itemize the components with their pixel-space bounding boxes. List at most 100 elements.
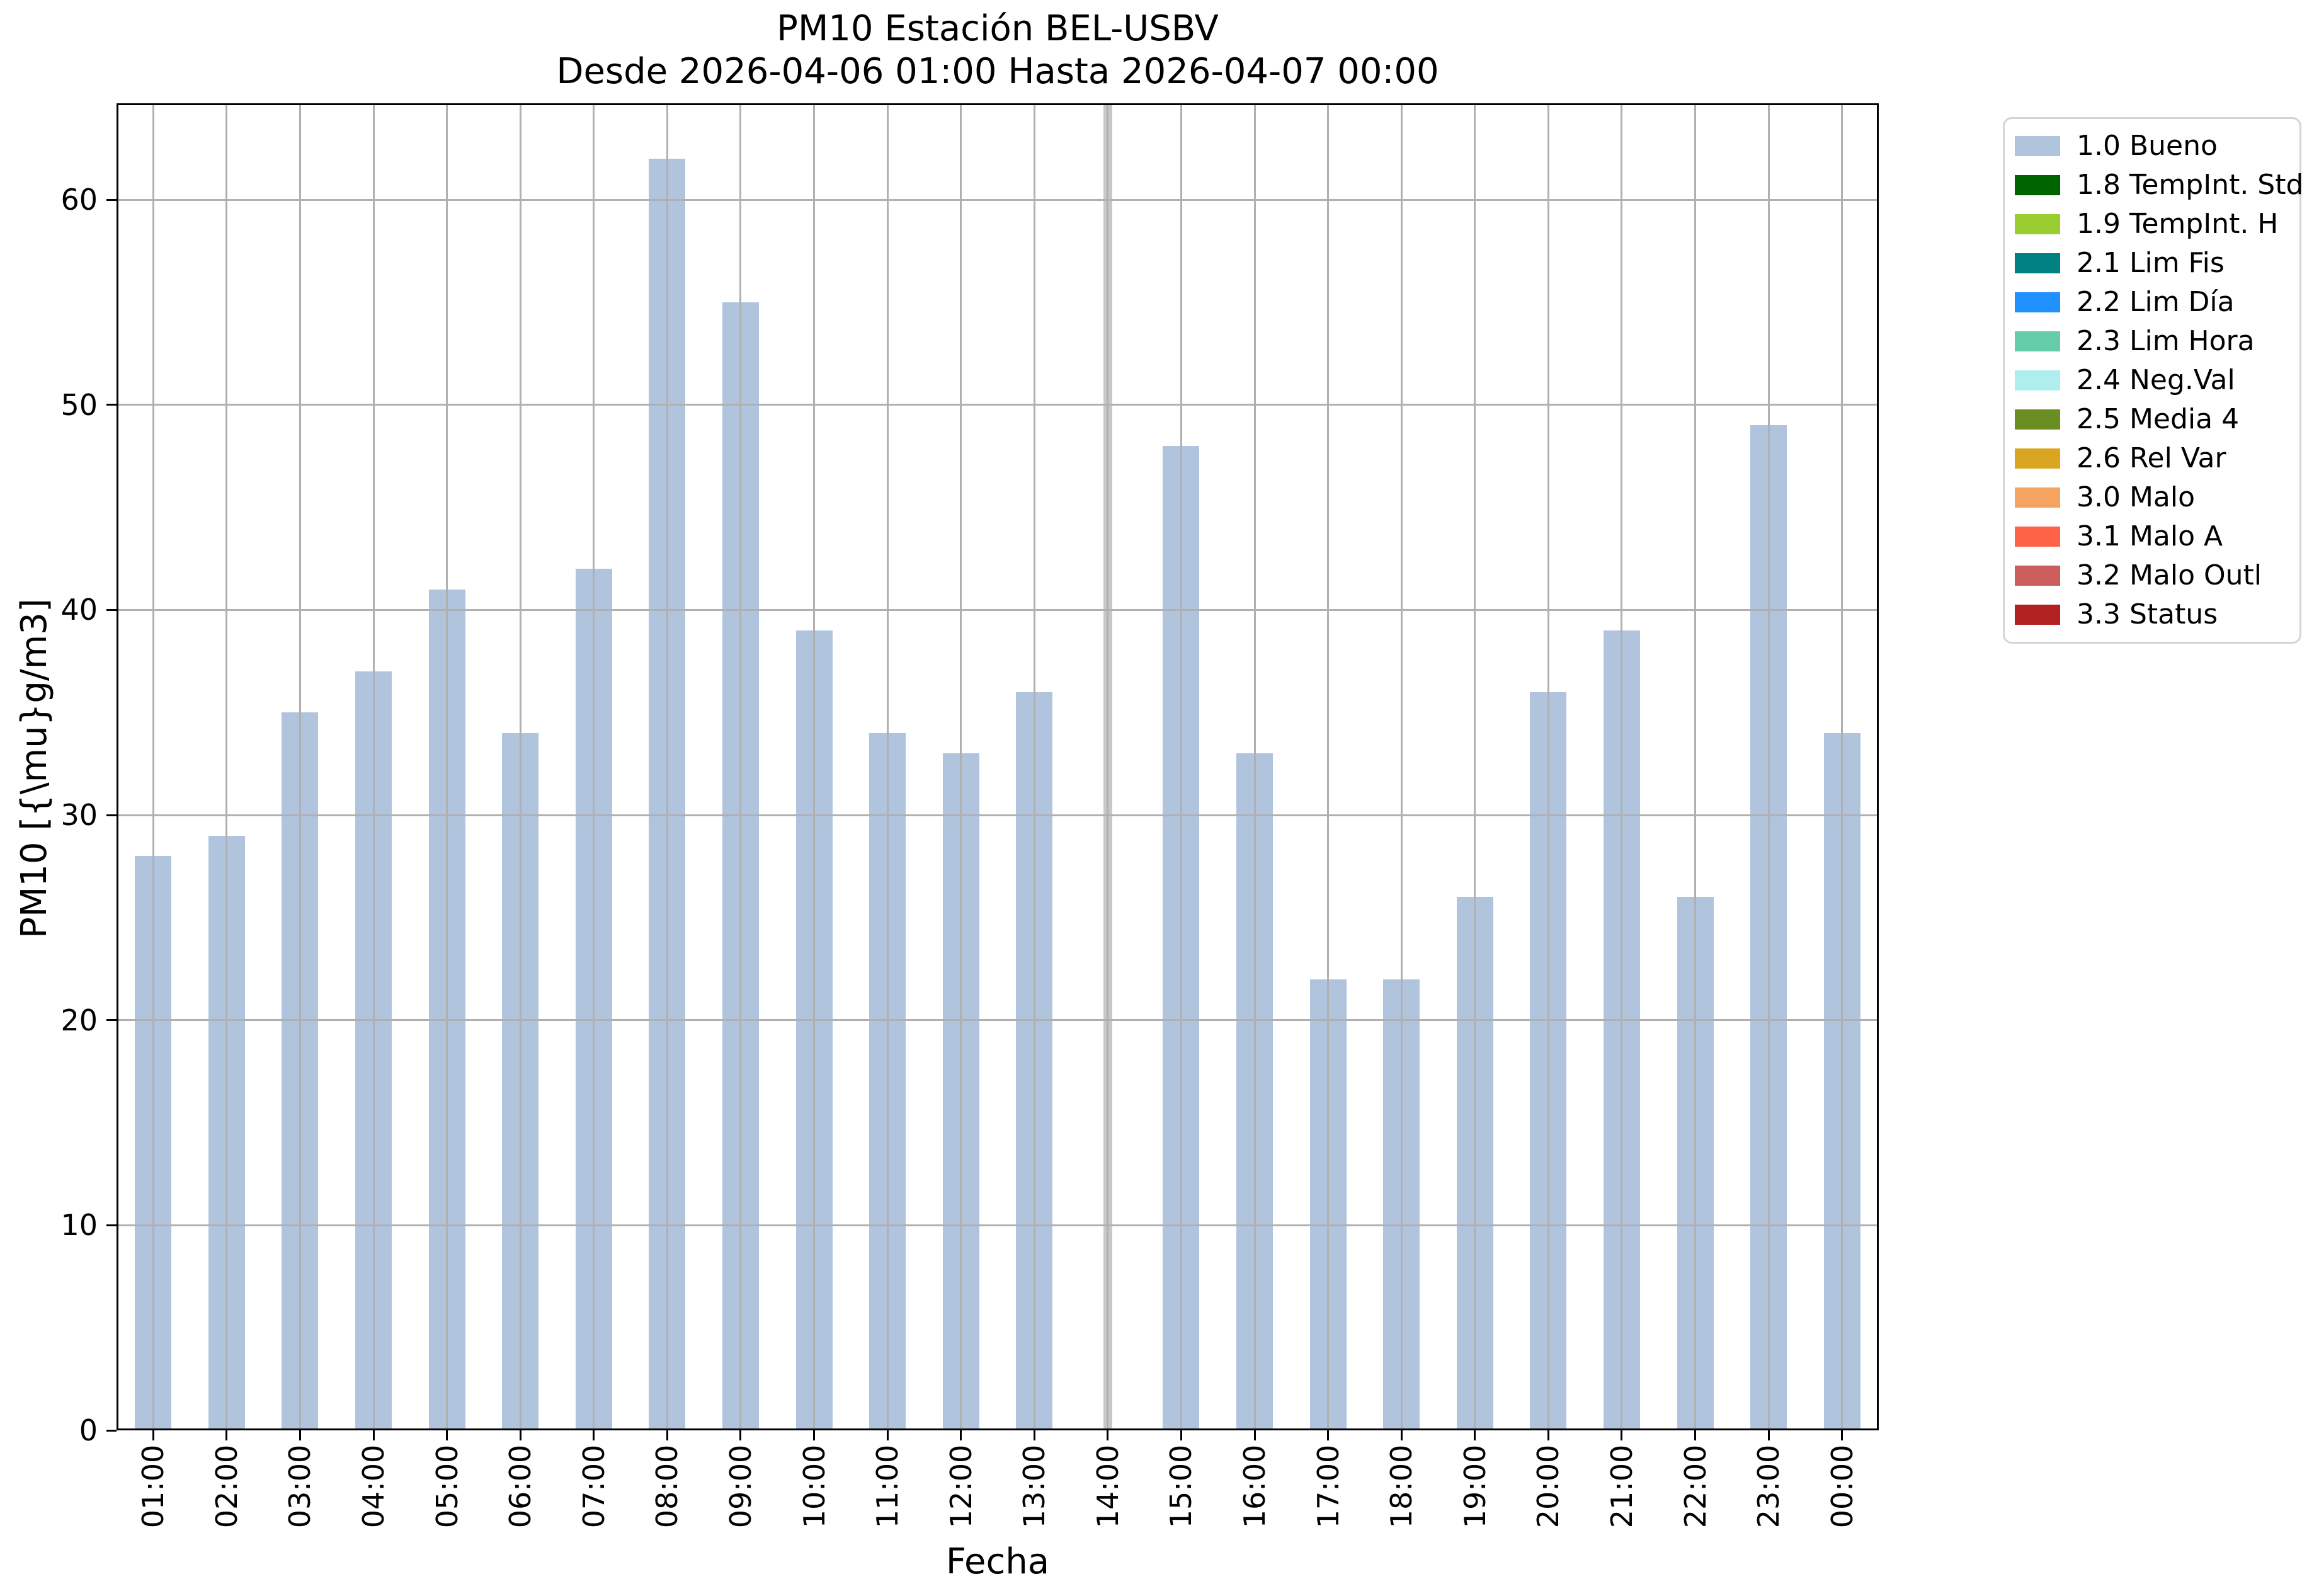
x-gridline xyxy=(1400,103,1403,1430)
x-tick-mark xyxy=(1180,1430,1182,1440)
x-tick-label: 13:00 xyxy=(1017,1444,1052,1529)
legend-swatch xyxy=(2015,527,2060,547)
x-tick-mark xyxy=(666,1430,668,1440)
y-tick-mark xyxy=(106,1429,117,1432)
x-tick-mark xyxy=(1327,1430,1330,1440)
x-tick-mark xyxy=(1033,1430,1035,1440)
x-tick-label: 11:00 xyxy=(870,1444,905,1529)
legend-swatch xyxy=(2015,331,2060,351)
x-tick-label: 15:00 xyxy=(1164,1444,1199,1529)
x-tick-mark xyxy=(1474,1430,1476,1440)
x-tick-label: 09:00 xyxy=(723,1444,758,1529)
x-tick-label: 21:00 xyxy=(1604,1444,1639,1529)
y-gridline xyxy=(117,814,1878,816)
y-gridline xyxy=(117,1019,1878,1022)
x-gridline xyxy=(739,103,742,1430)
legend-swatch xyxy=(2015,448,2060,469)
x-gridline xyxy=(1033,103,1035,1430)
x-tick-label: 06:00 xyxy=(503,1444,538,1529)
x-gridline xyxy=(519,103,521,1430)
x-tick-label: 18:00 xyxy=(1384,1444,1419,1529)
x-tick-label: 16:00 xyxy=(1238,1444,1272,1529)
x-gridline xyxy=(152,103,154,1430)
y-axis-label: PM10 [{\mu}g/m3] xyxy=(14,598,55,938)
legend-item: 2.5 Media 4 xyxy=(2005,400,2299,439)
legend-item: 2.6 Rel Var xyxy=(2005,439,2299,478)
x-tick-label: 20:00 xyxy=(1531,1444,1566,1529)
legend-swatch xyxy=(2015,136,2060,156)
y-tick-mark xyxy=(106,814,117,816)
x-gridline xyxy=(225,103,228,1430)
legend-item: 1.9 TempInt. H xyxy=(2005,205,2299,244)
legend-item: 2.2 Lim Día xyxy=(2005,283,2299,322)
x-tick-label: 05:00 xyxy=(430,1444,464,1529)
chart-subtitle: Desde 2026-04-06 01:00 Hasta 2026-04-07 … xyxy=(556,51,1439,92)
x-gridline xyxy=(372,103,375,1430)
y-tick-label: 50 xyxy=(60,387,98,422)
y-tick-label: 10 xyxy=(60,1208,98,1243)
legend-swatch xyxy=(2015,605,2060,625)
legend-swatch xyxy=(2015,487,2060,508)
x-tick-label: 08:00 xyxy=(650,1444,685,1529)
x-tick-mark xyxy=(593,1430,595,1440)
x-gridline xyxy=(960,103,962,1430)
x-tick-label: 03:00 xyxy=(283,1444,317,1529)
x-tick-label: 04:00 xyxy=(356,1444,391,1529)
y-tick-mark xyxy=(106,404,117,406)
y-tick-label: 60 xyxy=(60,183,98,217)
x-gridline xyxy=(1474,103,1476,1430)
x-tick-label: 17:00 xyxy=(1311,1444,1345,1529)
y-gridline xyxy=(117,1224,1878,1226)
x-tick-mark xyxy=(446,1430,448,1440)
legend-label: 2.2 Lim Día xyxy=(2077,286,2235,318)
x-gridline xyxy=(666,103,668,1430)
x-tick-label: 12:00 xyxy=(943,1444,978,1529)
x-tick-mark xyxy=(1767,1430,1770,1440)
legend-label: 2.1 Lim Fis xyxy=(2077,247,2225,279)
legend-swatch xyxy=(2015,370,2060,390)
legend-label: 1.0 Bueno xyxy=(2077,130,2218,162)
x-tick-label: 07:00 xyxy=(576,1444,611,1529)
legend-swatch xyxy=(2015,253,2060,273)
legend-label: 3.1 Malo A xyxy=(2077,520,2223,552)
x-tick-label: 00:00 xyxy=(1825,1444,1859,1529)
x-gridline xyxy=(1841,103,1843,1430)
legend-item: 1.0 Bueno xyxy=(2005,127,2299,166)
legend-item: 3.1 Malo A xyxy=(2005,517,2299,556)
x-gridline xyxy=(1327,103,1330,1430)
y-tick-mark xyxy=(106,1224,117,1226)
legend-swatch xyxy=(2015,175,2060,195)
y-tick-mark xyxy=(106,198,117,201)
legend-label: 2.3 Lim Hora xyxy=(2077,325,2255,357)
x-gridline xyxy=(1694,103,1697,1430)
x-gridline xyxy=(1180,103,1182,1430)
y-tick-label: 20 xyxy=(60,1003,98,1037)
legend-item: 2.4 Neg.Val xyxy=(2005,361,2299,400)
x-gridline xyxy=(593,103,595,1430)
x-tick-label: 14:00 xyxy=(1090,1444,1125,1529)
x-gridline xyxy=(1767,103,1770,1430)
legend-item: 2.1 Lim Fis xyxy=(2005,244,2299,283)
legend-swatch xyxy=(2015,409,2060,430)
legend-item: 3.2 Malo Outl xyxy=(2005,556,2299,595)
legend-label: 3.0 Malo xyxy=(2077,481,2196,513)
x-gridline xyxy=(1621,103,1623,1430)
x-gridline xyxy=(446,103,448,1430)
x-tick-mark xyxy=(225,1430,228,1440)
x-gridline xyxy=(813,103,816,1430)
legend-swatch xyxy=(2015,566,2060,586)
x-tick-mark xyxy=(1547,1430,1549,1440)
y-gridline xyxy=(117,404,1878,406)
legend-label: 1.8 TempInt. Std xyxy=(2077,169,2304,201)
y-tick-label: 40 xyxy=(60,593,98,627)
x-tick-mark xyxy=(152,1430,154,1440)
legend-item: 3.0 Malo xyxy=(2005,478,2299,517)
x-tick-mark xyxy=(1107,1430,1109,1440)
x-tick-mark xyxy=(1841,1430,1843,1440)
x-tick-mark xyxy=(1400,1430,1403,1440)
x-tick-label: 19:00 xyxy=(1457,1444,1492,1529)
x-tick-mark xyxy=(1694,1430,1697,1440)
legend-swatch xyxy=(2015,292,2060,312)
y-gridline xyxy=(117,198,1878,201)
